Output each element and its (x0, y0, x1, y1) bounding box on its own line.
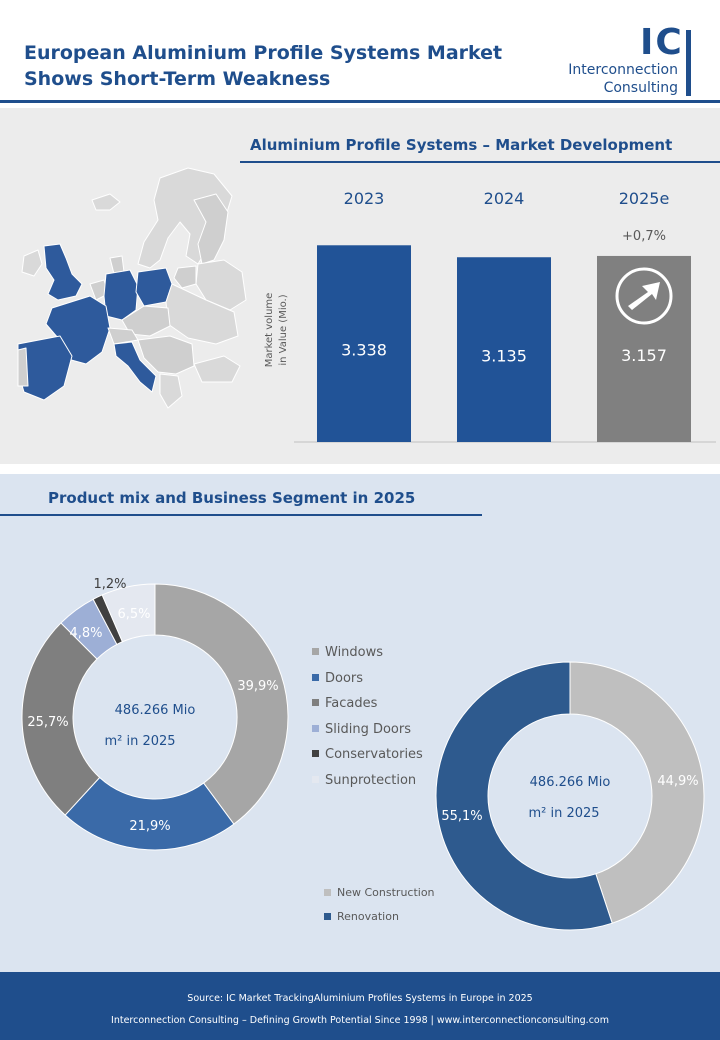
europe-map-icon (17, 167, 247, 409)
slice-label: 44,9% (657, 774, 698, 789)
legend-label: Sliding Doors (325, 721, 411, 737)
market-bar-chart: Market volume in Value (Mio.) 2023 3.338 2… (264, 189, 716, 443)
legend-label: Sunprotection (325, 772, 417, 788)
legend-item-renovation: Renovation (324, 910, 435, 934)
product-mix-donut: 486.266 Mio m² in 2025 39,9% 21,9% 25,7% 4,… (21, 577, 289, 851)
product-donut-center-line1: 486.266 Mio (115, 703, 196, 718)
category-label: 2023 (344, 189, 385, 208)
legend-label: Renovation (337, 910, 399, 923)
logo-line1: Interconnection (568, 62, 678, 78)
legend-item-sunprotection: Sunprotection (312, 773, 423, 799)
legend-swatch (312, 724, 319, 732)
category-label: 2025e (619, 189, 670, 208)
logo-text: Interconnection Consulting (540, 61, 678, 97)
legend-label: Facades (325, 696, 378, 712)
business-segment-legend: New Construction Renovation (324, 886, 435, 934)
slice-facades (21, 622, 101, 816)
logo-line2: Consulting (603, 80, 678, 96)
slice-windows (154, 583, 289, 825)
legend-swatch (312, 699, 319, 707)
legend-label: New Construction (337, 886, 435, 899)
legend-label: Doors (325, 670, 364, 686)
slice-label: 39,9% (237, 679, 278, 694)
legend-swatch (324, 912, 331, 920)
segment-donut-center-line1: 486.266 Mio (530, 775, 611, 790)
value-label: 3.157 (621, 346, 667, 365)
arrow-up-right-icon (615, 267, 673, 325)
value-label: 3.135 (481, 347, 527, 366)
legend-swatch (312, 775, 319, 783)
y-axis-label-line2: in Value (Mio.) (278, 294, 289, 365)
legend-item-conservatories: Conservatories (312, 747, 423, 773)
slice-label: 55,1% (441, 809, 482, 824)
page-title-line2: Shows Short-Term Weakness (24, 68, 331, 90)
y-axis-label-line1: Market volume (264, 293, 275, 368)
product-mix-title-underline (0, 514, 482, 516)
bar-2024 (457, 257, 551, 442)
legend-item-windows: Windows (312, 645, 423, 671)
legend-item-new-construction: New Construction (324, 886, 435, 910)
category-label: 2024 (484, 189, 525, 208)
legend-swatch (324, 888, 331, 896)
slice-sunprotection (101, 583, 156, 643)
slice-label: 25,7% (27, 715, 68, 730)
page-title: European Aluminium Profile Systems Marke… (24, 40, 502, 92)
page-title-line1: European Aluminium Profile Systems Marke… (24, 42, 503, 64)
legend-swatch (312, 648, 319, 655)
slice-renovation (435, 661, 613, 931)
legend-swatch (312, 673, 319, 681)
legend-item-doors: Doors (312, 671, 423, 697)
footer-source: Source: IC Market TrackingAluminium Prof… (187, 993, 533, 1004)
growth-label: +0,7% (622, 229, 666, 244)
business-segment-donut: 486.266 Mio m² in 2025 44,9% 55,1% (435, 661, 705, 931)
footer (0, 972, 720, 1040)
slice-label: 1,2% (93, 577, 126, 592)
footer-tagline: Interconnection Consulting – Defining Gr… (111, 1015, 609, 1026)
legend-item-facades: Facades (312, 696, 423, 722)
legend-item-sliding-doors: Sliding Doors (312, 722, 423, 748)
slice-label: 6,5% (117, 607, 150, 622)
header-divider (0, 100, 720, 103)
legend-label: Windows (325, 645, 384, 660)
product-mix-title: Product mix and Business Segment in 2025 (48, 489, 416, 507)
slice-label: 21,9% (129, 819, 170, 834)
slice-new-construction (569, 661, 705, 924)
product-donut-center-line2: m² in 2025 (104, 734, 175, 749)
bar-2023 (317, 245, 411, 442)
market-chart-title: Aluminium Profile Systems – Market Devel… (250, 136, 673, 154)
product-mix-legend: Windows Doors Facades Sliding Doors Conserva… (312, 645, 423, 799)
legend-swatch (312, 750, 319, 758)
slice-doors (64, 776, 235, 851)
value-label: 3.338 (341, 341, 387, 360)
legend-label: Conservatories (325, 747, 423, 763)
logo-bar (686, 30, 691, 96)
segment-donut-center-line2: m² in 2025 (528, 806, 599, 821)
logo-mark: IC (640, 22, 684, 63)
slice-label: 4,8% (69, 626, 102, 641)
market-chart-title-underline (240, 161, 720, 163)
